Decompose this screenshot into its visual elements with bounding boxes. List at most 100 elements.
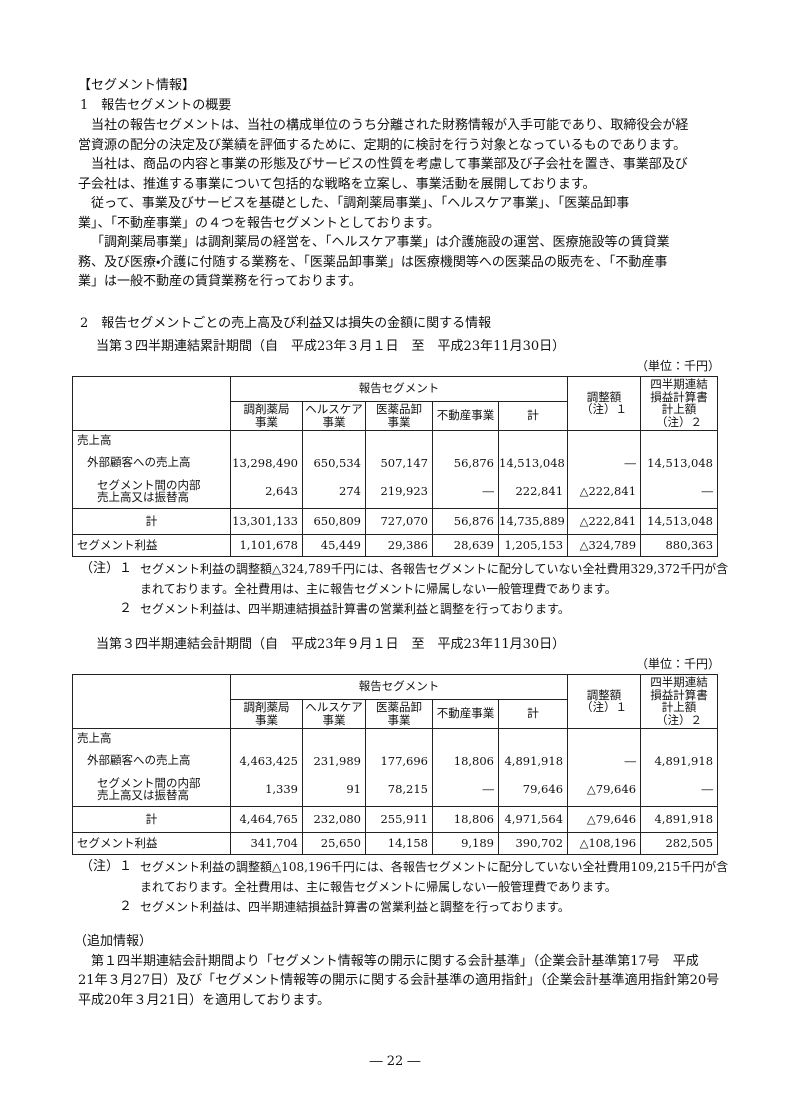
table-cell: 91	[302, 773, 366, 806]
row-label: 計	[72, 507, 231, 534]
text-line: 平成20年３月21日）を適用しております。	[78, 992, 331, 1008]
group-header: 報告セグメント	[229, 376, 569, 401]
text-line: 21年３月27日）及び「セグメント情報等の開示に関する会計基準の適用指針」（企業…	[78, 973, 720, 988]
unit-label: （単位：千円）	[635, 358, 720, 373]
table-cell	[302, 728, 366, 748]
table-cell: 14,735,889	[497, 507, 569, 534]
row-label: セグメント利益	[72, 533, 231, 556]
table-cell: 232,080	[302, 805, 366, 832]
table-cell	[365, 728, 433, 748]
group-header: 報告セグメント	[229, 674, 569, 699]
table-cell: 18,806	[432, 748, 499, 773]
table-cell: 222,841	[497, 475, 569, 508]
section-title: 2 報告セグメントごとの売上高及び利益又は損失の金額に関する情報	[80, 315, 492, 331]
note: （注）１ セグメント利益の調整額△108,196千円には、各報告セグメントに配分し…	[78, 857, 728, 897]
segment-table: 報告セグメント 調整額 （注）１ 四半期連結 損益計算書 計上額 （注）２ 調剤薬局 …	[72, 673, 719, 855]
column-header: 調整額 （注）１	[567, 376, 642, 430]
column-header: 調剤薬局 事業	[230, 698, 303, 728]
note-label: （注）１	[79, 560, 132, 576]
unit-label: （単位：千円）	[635, 656, 720, 671]
paragraph: 当社は、商品の内容と事業の形態及びサービスの性質を考慮して事業部及び子会社を置き…	[78, 155, 720, 194]
text-line: セグメント利益の調整額△324,789千円には、各報告セグメントに配分していない…	[140, 561, 729, 576]
table-cell	[567, 430, 642, 450]
text-line: セグメント利益の調整額△108,196千円には、各報告セグメントに配分していない…	[140, 859, 729, 874]
table-cell: 14,158	[365, 831, 433, 854]
text-line: 営資源の配分の決定及び業績を評価するために、定期的に検討を行う対象となっているも…	[78, 137, 687, 153]
text-line: 従って、事業及びサービスを基礎とした、「調剤薬局事業」、「ヘルスケア事業」、「医…	[91, 196, 630, 211]
table-cell: 274	[302, 475, 366, 508]
table-row: セグメント間の内部 売上高又は振替高 2,643 274 219,923 ― 222,84…	[72, 475, 719, 508]
table-row: セグメント利益 1,101,678 45,449 29,386 28,639 1,205,…	[72, 533, 719, 556]
table-cell: 727,070	[365, 507, 433, 534]
row-label: セグメント利益	[72, 831, 231, 854]
column-header: 調剤薬局 事業	[230, 400, 303, 430]
header-cell	[72, 376, 231, 430]
table-cell: 650,534	[302, 450, 366, 475]
table-cell: 28,639	[432, 533, 499, 556]
table-row: 売上高	[72, 728, 719, 748]
page-number: ― 22 ―	[369, 1054, 421, 1069]
table-header: 報告セグメント 調整額 （注）１ 四半期連結 損益計算書 計上額 （注）２ 調剤薬局 …	[72, 376, 719, 430]
text-line: セグメント利益は、四半期連結損益計算書の営業利益と調整を行っております。	[140, 899, 570, 914]
table-cell: 1,205,153	[497, 533, 569, 556]
table-cell: 219,923	[365, 475, 433, 508]
text-line: 「調剤薬局事業」は調剤薬局の経営を、「ヘルスケア事業」は介護施設の運営、医療施設…	[91, 235, 670, 250]
notes: （注）１ セグメント利益の調整額△324,789千円には、各報告セグメントに配分し…	[78, 559, 728, 619]
column-header: 不動産事業	[432, 698, 499, 728]
note-text: セグメント利益は、四半期連結損益計算書の営業利益と調整を行っております。	[140, 897, 570, 917]
table-cell: ―	[567, 450, 642, 475]
table-cell: 282,505	[640, 831, 719, 854]
header-row: 調剤薬局 事業 ヘルスケア 事業 医薬品卸 事業 不動産事業計	[73, 698, 718, 728]
table-cell: ―	[640, 475, 719, 508]
section-title: 1 報告セグメントの概要	[80, 98, 232, 113]
table-period: 当第３四半期連結累計期間（自 平成23年３月１日 至 平成23年11月30日）	[96, 338, 566, 354]
row-label: セグメント間の内部 売上高又は振替高	[72, 475, 231, 508]
segment-table: 報告セグメント 調整額 （注）１ 四半期連結 損益計算書 計上額 （注）２ 調剤薬局 …	[72, 375, 719, 557]
table-cell	[432, 430, 499, 450]
table-cell: △222,841	[567, 507, 642, 534]
paragraph: 「調剤薬局事業」は調剤薬局の経営を、「ヘルスケア事業」は介護施設の運営、医療施設…	[78, 233, 720, 292]
section-title: （追加情報）	[74, 933, 153, 949]
column-header: 医薬品卸 事業	[365, 698, 433, 728]
table-cell: 4,464,765	[230, 805, 303, 832]
table-cell: 14,513,048	[497, 450, 569, 475]
text-line: まれております。全社費用は、主に報告セグメントに帰属しない一般管理費であります。	[140, 581, 617, 596]
table-cell: 880,363	[640, 533, 719, 556]
table-cell: △79,646	[567, 805, 642, 832]
column-header: 調整額 （注）１	[567, 674, 642, 728]
table-cell: △108,196	[567, 831, 642, 854]
table-cell: 4,891,918	[640, 805, 719, 832]
table-header: 報告セグメント 調整額 （注）１ 四半期連結 損益計算書 計上額 （注）２ 調剤薬局 …	[72, 674, 719, 728]
table-cell: ―	[567, 748, 642, 773]
table-cell: 177,696	[365, 748, 433, 773]
paragraph: 従って、事業及びサービスを基礎とした、「調剤薬局事業」、「ヘルスケア事業」、「医…	[78, 194, 720, 233]
table-cell: △222,841	[567, 475, 642, 508]
table-cell	[365, 430, 433, 450]
row-label: 外部顧客への売上高	[72, 450, 231, 475]
column-header: 四半期連結 損益計算書 計上額 （注）２	[640, 674, 719, 728]
table-cell: 4,463,425	[230, 748, 303, 773]
text-line: セグメント利益は、四半期連結損益計算書の営業利益と調整を行っております。	[140, 601, 570, 616]
table-cell: 18,806	[432, 805, 499, 832]
paragraph: 第１四半期連結会計期間より「セグメント情報等の開示に関する会計基準」（企業会計基…	[78, 952, 720, 1011]
table-cell: ―	[432, 475, 499, 508]
table-row: セグメント利益 341,704 25,650 14,158 9,189 390,702 △1…	[72, 831, 719, 854]
table-cell: 56,876	[432, 507, 499, 534]
table-body: 売上高 外部顧客への売上高 13,298,490 650,534 507,147 56,8…	[72, 430, 719, 556]
additional-info: （追加情報） 第１四半期連結会計期間より「セグメント情報等の開示に関する会計基準」…	[74, 932, 720, 1011]
table-block: 当第３四半期連結会計期間（自 平成23年９月１日 至 平成23年11月30日） （…	[72, 635, 728, 917]
header-row: 報告セグメント 調整額 （注）１ 四半期連結 損益計算書 計上額 （注）２	[72, 674, 719, 728]
row-label: 外部顧客への売上高	[72, 748, 231, 773]
table-cell: 1,339	[230, 773, 303, 806]
table-cell: ―	[432, 773, 499, 806]
column-header: 不動産事業	[432, 400, 499, 430]
column-header: ヘルスケア 事業	[302, 400, 366, 430]
row-label: 計	[72, 805, 231, 832]
text-line: 子会社は、推進する事業について包括的な戦略を立案し、事業活動を展開しております。	[78, 176, 596, 192]
note-text: セグメント利益の調整額△324,789千円には、各報告セグメントに配分していない…	[140, 559, 728, 599]
table-cell: 1,101,678	[230, 533, 303, 556]
table-cell	[230, 430, 303, 450]
row-label: 売上高	[72, 430, 231, 450]
text-line: 務、及び医療・介護に付随する業務を、「医薬品卸事業」は医療機関等への医薬品の販売…	[78, 254, 668, 270]
